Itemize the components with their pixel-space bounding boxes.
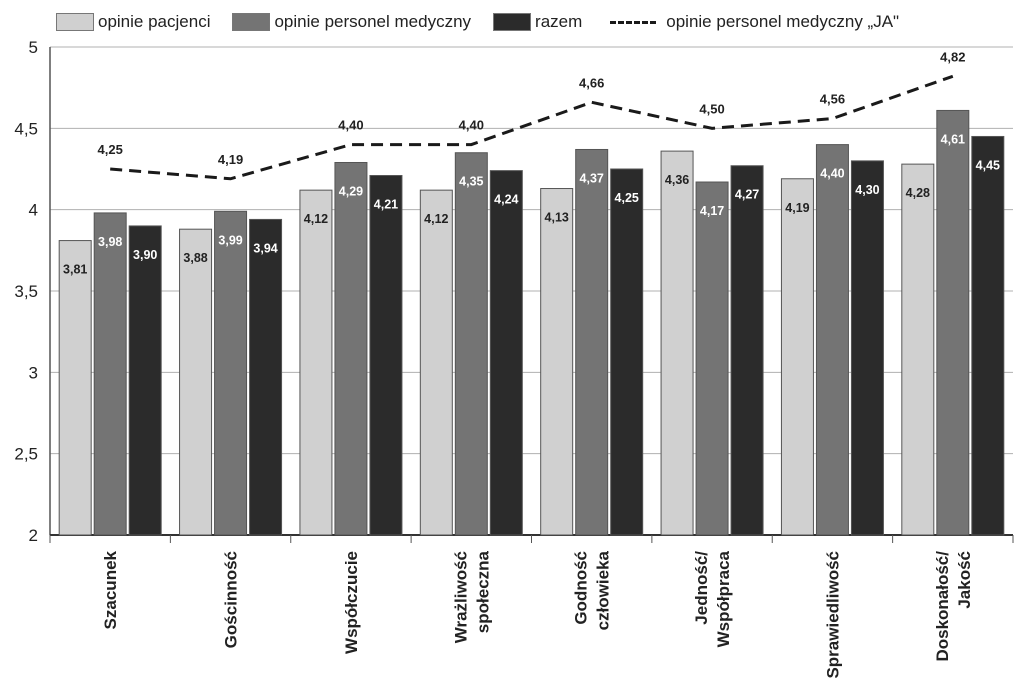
bar-label-patients: 4,13 bbox=[545, 211, 569, 225]
bar-label-total: 3,94 bbox=[253, 241, 277, 255]
line-label-staff-self: 4,25 bbox=[98, 142, 123, 157]
category-label-line: Wrażliwość bbox=[451, 551, 470, 643]
legend-item-total: razem bbox=[493, 12, 582, 32]
category-label-line: Współpraca bbox=[714, 550, 733, 647]
bar-label-patients: 4,12 bbox=[304, 212, 328, 226]
category-label-line: Sprawiedliwość bbox=[823, 551, 842, 679]
line-label-staff-self: 4,66 bbox=[579, 75, 604, 90]
bar-label-total: 4,27 bbox=[735, 188, 759, 202]
y-tick-label: 2 bbox=[29, 526, 38, 545]
line-label-staff-self: 4,40 bbox=[338, 118, 363, 133]
category-label-line: Jedność/ bbox=[692, 551, 711, 625]
bar-patients bbox=[901, 163, 935, 536]
category-label-line: społeczna bbox=[473, 550, 492, 633]
category-label: Gościnność bbox=[222, 551, 241, 648]
bar-patients bbox=[540, 188, 574, 536]
category-label-line: Jakość bbox=[955, 551, 974, 609]
bar-staff bbox=[214, 210, 248, 536]
bar-total bbox=[489, 170, 523, 536]
bar-staff bbox=[93, 212, 127, 536]
y-tick-label: 4 bbox=[29, 201, 38, 220]
bar-patients bbox=[58, 240, 92, 536]
bar-label-total: 4,25 bbox=[615, 191, 639, 205]
bar-total bbox=[730, 165, 764, 536]
bar-label-staff: 3,98 bbox=[98, 235, 122, 249]
bar-label-patients: 3,81 bbox=[63, 263, 87, 277]
bar-patients bbox=[299, 189, 333, 536]
bar-label-patients: 4,12 bbox=[424, 212, 448, 226]
bar-label-total: 3,90 bbox=[133, 248, 157, 262]
bar-total bbox=[971, 135, 1005, 536]
category-label-line: Gościnność bbox=[222, 551, 241, 648]
bar-patients bbox=[419, 189, 453, 536]
bar-label-staff: 4,40 bbox=[820, 167, 844, 181]
category-label: Sprawiedliwość bbox=[823, 551, 842, 679]
legend-item-staff-self: opinie personel medyczny „JA" bbox=[604, 12, 899, 32]
category-label-line: Doskonałość/ bbox=[933, 551, 952, 662]
bar-staff bbox=[695, 181, 729, 536]
bar-total bbox=[850, 160, 884, 536]
bar-label-patients: 4,19 bbox=[785, 201, 809, 215]
bar-label-staff: 4,37 bbox=[580, 171, 604, 185]
legend-label-patients: opinie pacjenci bbox=[98, 12, 211, 31]
legend-item-patients: opinie pacjenci bbox=[56, 12, 210, 32]
bar-total bbox=[369, 175, 403, 536]
category-label: Jedność/Współpraca bbox=[692, 550, 733, 647]
category-label-line: Godność bbox=[572, 551, 591, 625]
bar-label-staff: 4,17 bbox=[700, 204, 724, 218]
bar-patients bbox=[179, 228, 213, 536]
y-tick-label: 3,5 bbox=[14, 282, 38, 301]
line-label-staff-self: 4,19 bbox=[218, 152, 243, 167]
bar-total bbox=[249, 218, 283, 536]
bar-total bbox=[128, 225, 162, 536]
legend-label-staff: opinie personel medyczny bbox=[274, 12, 472, 31]
line-label-staff-self: 4,82 bbox=[940, 49, 965, 64]
legend-swatch-patients bbox=[56, 13, 94, 31]
legend: opinie pacjenci opinie personel medyczny… bbox=[56, 8, 1016, 36]
bar-label-staff: 3,99 bbox=[218, 233, 242, 247]
bar-label-patients: 3,88 bbox=[183, 251, 207, 265]
bar-label-total: 4,45 bbox=[976, 158, 1000, 172]
y-tick-label: 5 bbox=[29, 38, 38, 57]
y-tick-label: 3 bbox=[29, 363, 38, 382]
bar-staff bbox=[815, 144, 849, 536]
category-label: Wrażliwość społeczna bbox=[451, 550, 492, 643]
bar-staff bbox=[454, 152, 488, 536]
category-label-line: Współczucie bbox=[342, 551, 361, 654]
y-tick-label: 2,5 bbox=[14, 445, 38, 464]
bar-label-total: 4,30 bbox=[855, 183, 879, 197]
category-label: Doskonałość/Jakość bbox=[933, 551, 974, 662]
bar-patients bbox=[780, 178, 814, 536]
bar-total bbox=[610, 168, 644, 536]
bar-label-patients: 4,36 bbox=[665, 173, 689, 187]
legend-swatch-staff bbox=[232, 13, 271, 31]
bar-label-staff: 4,29 bbox=[339, 184, 363, 198]
line-label-staff-self: 4,50 bbox=[699, 101, 724, 116]
line-staff-self bbox=[110, 74, 954, 181]
bar-label-staff: 4,61 bbox=[941, 132, 965, 146]
category-label: Współczucie bbox=[342, 551, 361, 654]
bar-staff bbox=[575, 148, 609, 536]
bar-label-total: 4,21 bbox=[374, 198, 398, 212]
bar-staff bbox=[936, 109, 970, 536]
bar-label-patients: 4,28 bbox=[906, 186, 930, 200]
y-tick-label: 4,5 bbox=[14, 119, 38, 138]
category-label-line: człowieka bbox=[594, 550, 613, 630]
category-label-line: Szacunek bbox=[101, 550, 120, 629]
legend-label-staff-self: opinie personel medyczny „JA" bbox=[666, 12, 900, 31]
legend-dash-staff-self bbox=[610, 20, 657, 24]
bar-label-total: 4,24 bbox=[494, 193, 518, 207]
category-label: Godność człowieka bbox=[572, 550, 613, 630]
category-label: Szacunek bbox=[101, 550, 120, 629]
line-label-staff-self: 4,40 bbox=[459, 118, 484, 133]
legend-label-total: razem bbox=[535, 12, 583, 31]
bar-patients bbox=[660, 150, 694, 536]
line-label-staff-self: 4,56 bbox=[820, 92, 845, 107]
legend-item-staff: opinie personel medyczny bbox=[232, 12, 471, 32]
bar-label-staff: 4,35 bbox=[459, 175, 483, 189]
bar-staff bbox=[334, 161, 368, 536]
legend-swatch-total bbox=[493, 13, 532, 31]
